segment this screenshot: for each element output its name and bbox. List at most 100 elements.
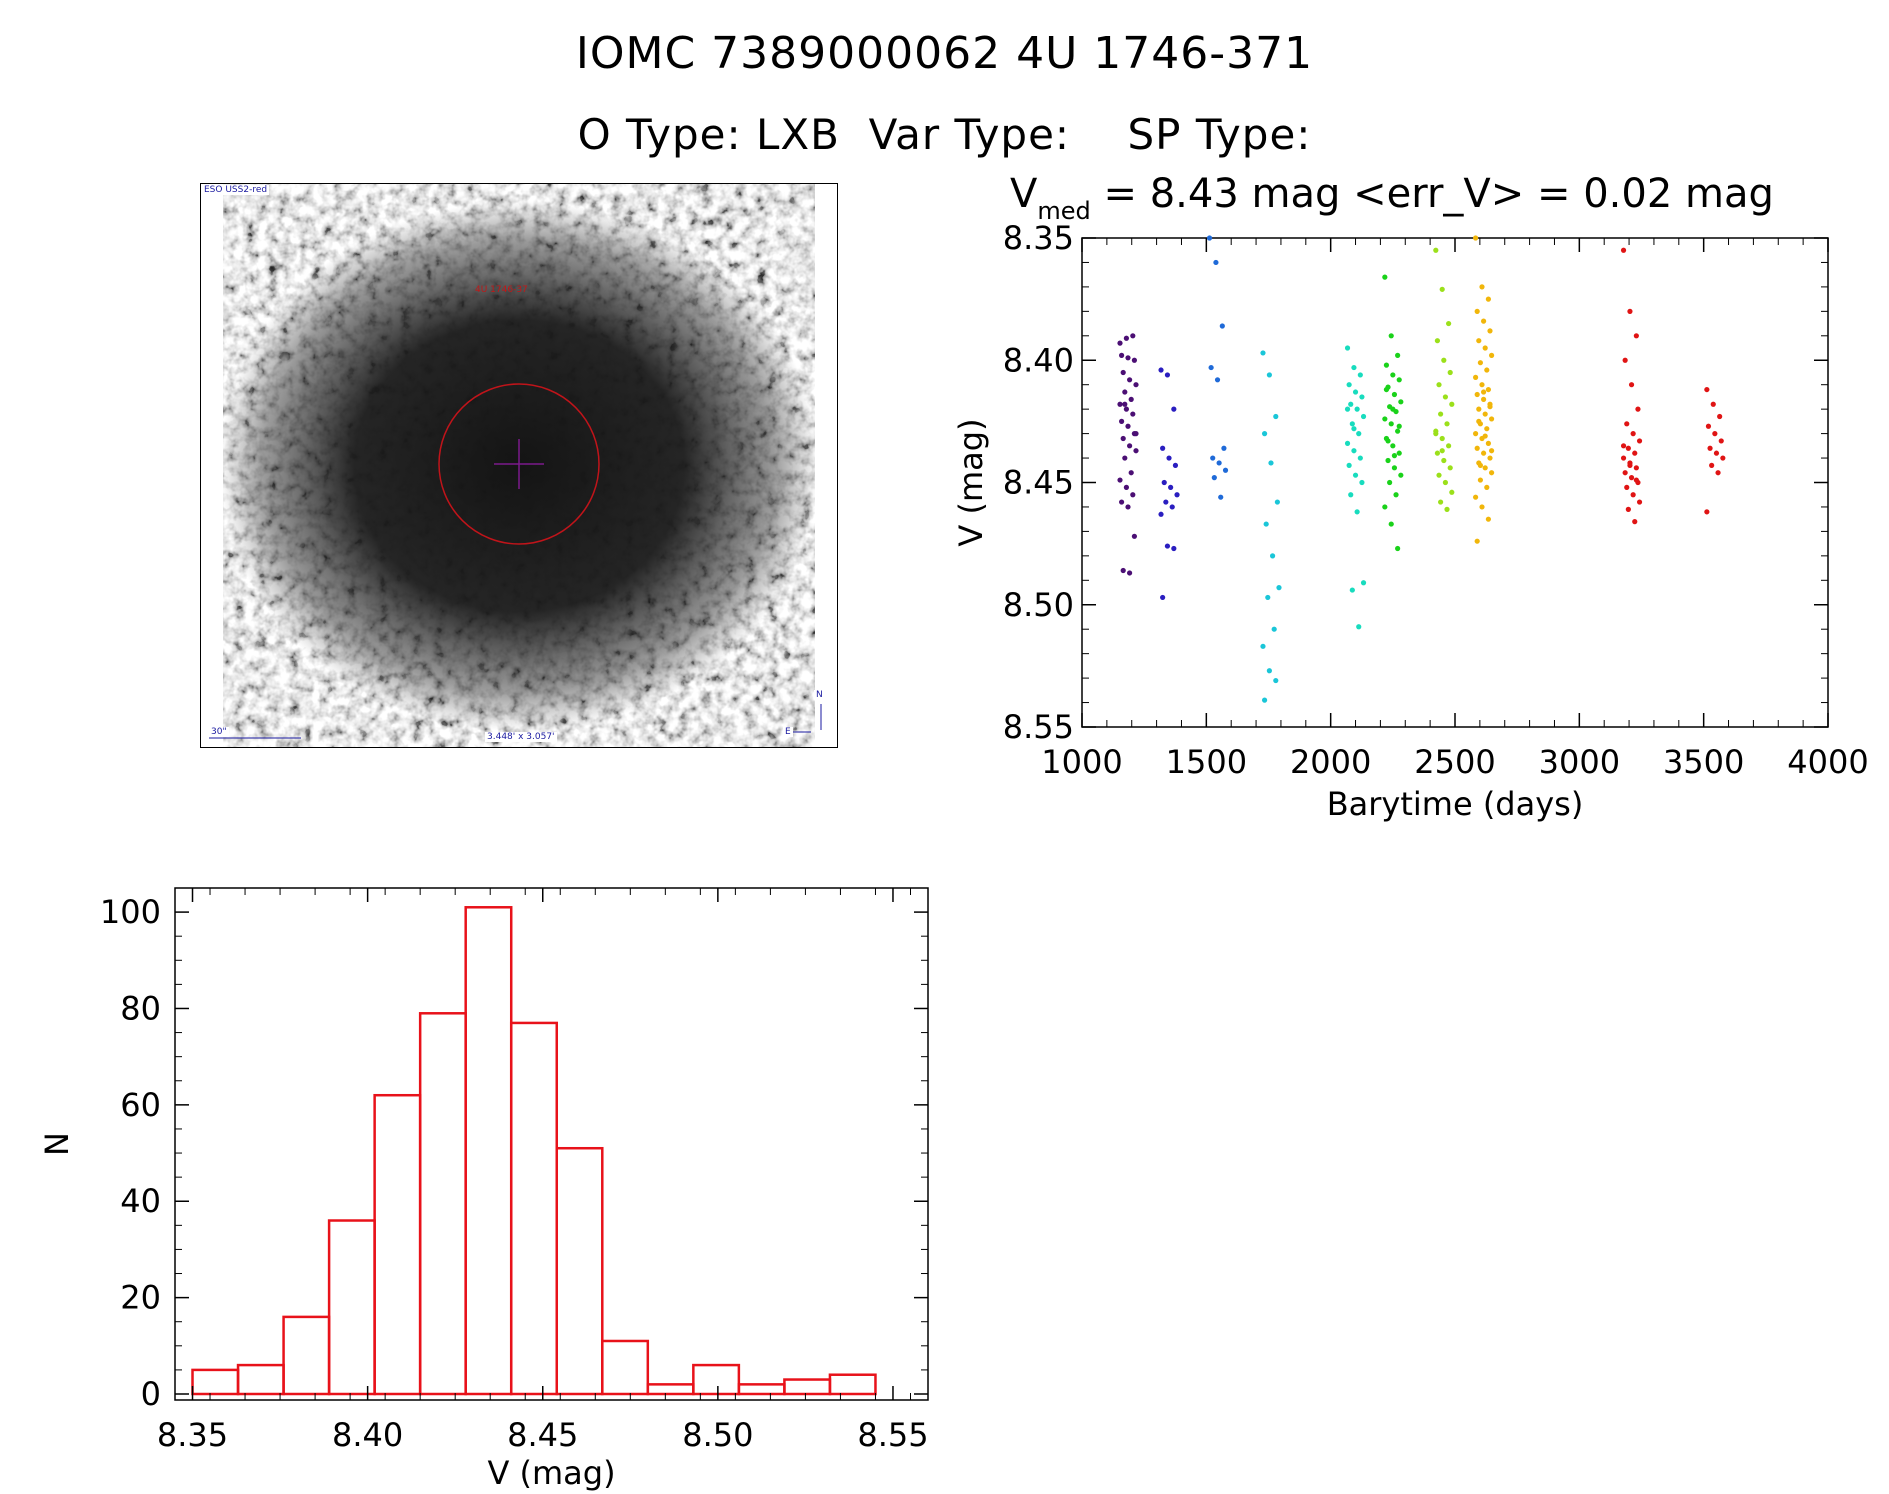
data-point	[1487, 455, 1493, 461]
data-point	[1633, 477, 1639, 483]
data-point	[1359, 479, 1365, 486]
data-point	[1487, 328, 1493, 334]
data-point	[1482, 433, 1488, 439]
data-point	[1214, 377, 1221, 383]
data-point	[1632, 450, 1638, 456]
data-point	[1472, 431, 1479, 437]
data-point	[1438, 411, 1444, 417]
y-tick-label: 20	[120, 1279, 161, 1317]
x-tick-label: 3000	[1539, 743, 1620, 781]
data-point	[1265, 594, 1271, 601]
figure-title: IOMC 7389000062 4U 1746-371	[575, 28, 1314, 79]
data-point	[1476, 406, 1482, 412]
data-point	[1160, 445, 1166, 451]
histogram-bar	[191, 1368, 240, 1396]
data-point	[1622, 470, 1628, 476]
data-point	[1442, 479, 1449, 486]
data-point	[1171, 406, 1177, 412]
data-point	[1488, 448, 1495, 454]
data-point	[1158, 367, 1164, 373]
x-tick-label: 8.55	[857, 1416, 928, 1454]
data-point	[1206, 235, 1213, 241]
histogram-bar	[282, 1315, 331, 1396]
data-point	[1620, 247, 1627, 253]
histogram-bar	[601, 1339, 650, 1396]
data-point	[1349, 587, 1355, 593]
data-point	[1704, 386, 1710, 393]
data-point	[1268, 460, 1274, 466]
data-point	[1346, 462, 1352, 468]
object-label: 4U 1746-37	[475, 285, 528, 295]
histogram-bar	[418, 1012, 467, 1396]
data-point	[1447, 465, 1453, 471]
data-point	[1479, 284, 1485, 290]
data-point	[1398, 399, 1404, 405]
data-point	[1480, 318, 1487, 324]
data-point	[1628, 475, 1635, 481]
data-point	[1349, 421, 1355, 427]
data-point	[1630, 492, 1636, 498]
data-point	[1713, 450, 1720, 456]
data-point	[1434, 338, 1441, 344]
data-point	[1442, 394, 1449, 400]
y-axis-label: N	[38, 1132, 76, 1156]
x-tick-label: 8.40	[332, 1416, 403, 1454]
data-point	[1446, 443, 1452, 449]
data-point	[1168, 484, 1174, 490]
data-point	[1476, 338, 1482, 344]
data-point	[1263, 521, 1269, 527]
data-point	[1274, 499, 1280, 505]
data-point	[1709, 462, 1715, 468]
data-point	[1352, 472, 1359, 478]
data-point	[1169, 504, 1175, 510]
x-tick-label: 8.45	[507, 1416, 578, 1454]
x-tick-label: 2000	[1290, 743, 1371, 781]
data-point	[1474, 391, 1480, 398]
data-point	[1351, 364, 1357, 371]
data-point	[1130, 411, 1136, 417]
data-point	[1622, 357, 1628, 363]
data-point	[1260, 350, 1266, 356]
x-axis-label: Barytime (days)	[1327, 785, 1584, 823]
histogram-bar	[373, 1093, 422, 1396]
data-point	[1720, 455, 1726, 461]
data-point	[1171, 545, 1177, 552]
histogram-bar	[327, 1219, 376, 1396]
histogram-bar	[555, 1146, 604, 1396]
data-point	[1388, 521, 1394, 527]
data-point	[1472, 374, 1479, 380]
data-point	[1704, 509, 1710, 515]
data-point	[1395, 545, 1401, 552]
histogram-bar	[509, 1021, 559, 1396]
data-point	[1346, 382, 1352, 388]
data-point	[1485, 516, 1491, 522]
compass-north-label: N	[814, 690, 825, 700]
data-point	[1484, 484, 1490, 490]
data-point	[1479, 504, 1485, 510]
data-point	[1123, 484, 1130, 490]
data-point	[1163, 499, 1169, 505]
data-point	[1438, 499, 1444, 505]
compass-east-label: E	[783, 727, 793, 737]
x-tick-label: 4000	[1787, 743, 1868, 781]
data-point	[1439, 286, 1445, 292]
data-point	[1344, 406, 1351, 412]
light-curve-chart: Vmed = 8.43 mag <err_V> = 0.02 mag 1000 15…	[952, 171, 1869, 823]
data-point	[1433, 431, 1439, 437]
data-point	[1158, 511, 1164, 517]
data-point	[1485, 386, 1491, 393]
data-point	[1625, 506, 1631, 512]
data-point	[1351, 448, 1357, 454]
data-point	[1383, 386, 1390, 393]
x-tick-label: 3500	[1663, 743, 1744, 781]
data-point	[1122, 389, 1128, 395]
data-point	[1449, 489, 1455, 495]
histogram-bar	[783, 1378, 832, 1396]
data-point	[1351, 426, 1357, 432]
x-tick-label: 8.50	[682, 1416, 753, 1454]
data-point	[1636, 438, 1643, 444]
data-point	[1627, 462, 1633, 468]
x-tick-label: 2500	[1414, 743, 1495, 781]
data-point	[1119, 499, 1125, 505]
